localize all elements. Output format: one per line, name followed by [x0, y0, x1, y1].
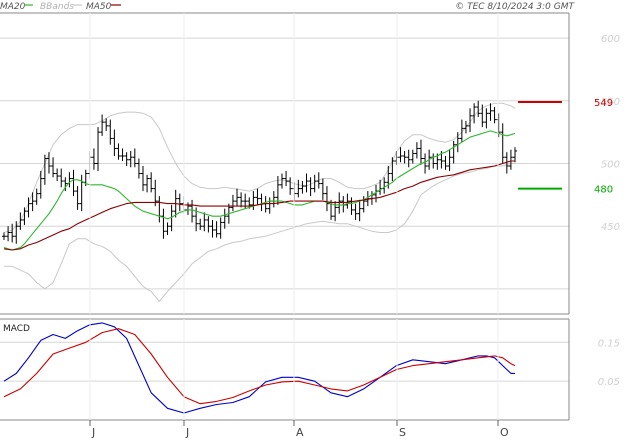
- macd-title: MACD: [3, 324, 30, 334]
- x-tick-label: A: [296, 426, 304, 439]
- macd-y-tick-label: 0.15: [598, 338, 620, 349]
- x-tick-label: S: [399, 426, 406, 439]
- copyright-text: © TEC 8/10/2024 3:0 GMT: [455, 2, 575, 12]
- macd-panel: MACD 0.15 0.05: [0, 318, 620, 421]
- macd-signal-line: [3, 328, 516, 405]
- price-y-tick-label: 500: [601, 160, 620, 171]
- price-panel: 600 550 500 450 549 480: [0, 12, 620, 315]
- level-label-480: 480: [594, 185, 613, 196]
- price-series: [2, 100, 517, 302]
- x-tick-label: J: [91, 426, 95, 439]
- legend: MA20 BBands MA50: [0, 2, 121, 12]
- price-y-axis: 600 550 500 450: [601, 34, 620, 233]
- price-y-tick-label: 600: [601, 34, 620, 45]
- price-grid: [0, 37, 569, 290]
- macd-y-tick-label: 0.05: [598, 377, 620, 388]
- price-levels: 549 480: [518, 98, 613, 196]
- legend-bbands-label: BBands: [40, 2, 74, 12]
- bband-upper-line: [3, 102, 516, 233]
- price-y-tick-label: 550: [601, 97, 620, 108]
- macd-grid: [0, 341, 569, 382]
- x-tick-label: J: [185, 426, 189, 439]
- macd-series: [3, 322, 516, 414]
- macd-y-axis: 0.15 0.05: [598, 338, 620, 388]
- ma20-line: [3, 130, 516, 251]
- price-y-tick-label: 450: [601, 222, 620, 233]
- bband-lower-line: [4, 163, 515, 302]
- legend-ma50-label: MA50: [86, 2, 112, 12]
- x-tick-label: O: [500, 426, 509, 439]
- ma50-line: [3, 160, 515, 251]
- level-label-549: 549: [594, 98, 613, 109]
- macd-line: [3, 322, 515, 414]
- legend-ma20-label: MA20: [0, 2, 26, 12]
